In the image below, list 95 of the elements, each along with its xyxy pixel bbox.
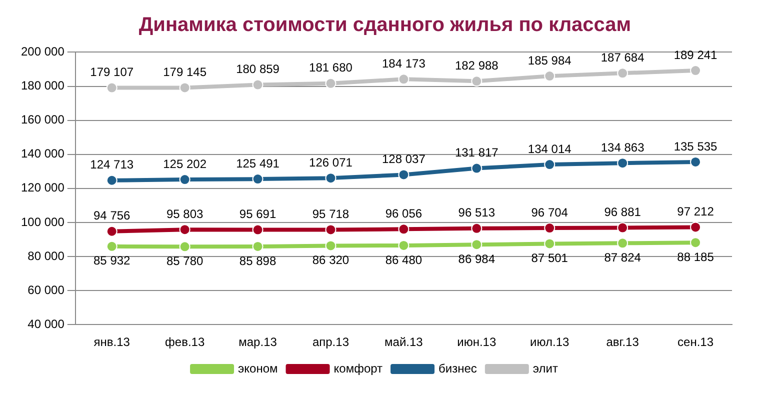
point xyxy=(252,174,264,185)
x-tick-label: сен.13 xyxy=(678,335,714,350)
point xyxy=(325,240,336,252)
point xyxy=(179,174,190,186)
y-tick-label: 180 000 xyxy=(20,78,65,93)
point xyxy=(325,224,336,236)
data-label: 96 704 xyxy=(531,205,568,220)
point xyxy=(544,70,556,82)
data-label: 185 984 xyxy=(528,53,572,68)
legend-label: элит xyxy=(532,361,558,376)
data-label: 187 684 xyxy=(600,50,645,64)
point xyxy=(690,222,702,233)
data-label: 96 881 xyxy=(604,205,642,220)
point xyxy=(179,224,190,236)
data-label: 124 713 xyxy=(90,158,134,172)
data-label: 179 107 xyxy=(90,65,134,80)
point xyxy=(544,238,556,250)
x-tick-label: июл.13 xyxy=(530,335,570,350)
y-tick-label: 40 000 xyxy=(28,316,65,331)
data-label: 134 014 xyxy=(528,142,572,156)
y-tick-label: 160 000 xyxy=(20,112,65,127)
data-label: 85 932 xyxy=(94,254,131,268)
data-label: 96 513 xyxy=(458,206,496,220)
point xyxy=(690,237,702,248)
x-tick-label: авг.13 xyxy=(606,335,640,350)
point xyxy=(179,82,190,94)
point xyxy=(690,65,702,76)
data-label: 131 817 xyxy=(454,146,499,160)
x-tick-label: май.13 xyxy=(384,335,424,350)
point xyxy=(106,240,118,252)
point xyxy=(471,76,482,87)
point xyxy=(544,222,556,234)
point xyxy=(398,224,410,235)
point xyxy=(106,174,118,186)
x-tick-label: янв.13 xyxy=(94,335,130,350)
legend-label: эконом xyxy=(238,361,278,376)
y-tick-label: 140 000 xyxy=(20,146,65,161)
data-label: 125 202 xyxy=(163,156,207,171)
x-tick-label: июн.13 xyxy=(457,335,496,350)
data-label: 95 718 xyxy=(312,207,350,222)
legend-label: комфорт xyxy=(334,361,384,376)
data-label: 97 212 xyxy=(677,204,714,219)
data-label: 94 756 xyxy=(94,208,131,223)
data-label: 85 780 xyxy=(166,254,204,268)
point xyxy=(617,222,628,234)
point xyxy=(398,74,410,85)
data-label: 180 859 xyxy=(236,62,280,76)
point xyxy=(325,78,336,89)
chart-title: Динамика стоимости сданного жилья по классам xyxy=(138,13,632,38)
data-label: 189 241 xyxy=(674,48,718,62)
data-label: 179 145 xyxy=(163,65,207,80)
data-label: 182 988 xyxy=(454,58,499,72)
point xyxy=(179,241,190,252)
point xyxy=(252,240,264,252)
point xyxy=(106,226,118,237)
y-tick-label: 60 000 xyxy=(28,282,65,297)
data-label: 95 691 xyxy=(239,207,276,222)
data-label: 86 480 xyxy=(385,252,422,267)
point xyxy=(398,169,410,180)
data-label: 87 501 xyxy=(531,251,568,266)
data-label: 184 173 xyxy=(382,56,426,70)
data-label: 85 898 xyxy=(239,254,276,268)
point xyxy=(617,158,628,169)
point xyxy=(617,238,628,249)
y-tick-label: 80 000 xyxy=(28,248,65,263)
data-label: 125 491 xyxy=(236,156,280,170)
data-label: 96 056 xyxy=(385,206,422,220)
data-label: 88 185 xyxy=(677,250,714,264)
point xyxy=(252,79,264,90)
point xyxy=(471,239,482,250)
data-label: 134 863 xyxy=(600,140,645,154)
x-tick-label: мар.13 xyxy=(238,335,278,350)
x-tick-label: фев.13 xyxy=(165,335,205,350)
point xyxy=(617,68,628,79)
data-label: 95 803 xyxy=(166,206,204,221)
data-label: 86 320 xyxy=(312,253,350,268)
data-label: 126 071 xyxy=(309,155,353,170)
point xyxy=(471,222,482,234)
point xyxy=(106,82,118,94)
data-label: 87 824 xyxy=(604,250,642,264)
x-tick-label: апр.13 xyxy=(312,335,350,350)
y-tick-label: 120 000 xyxy=(20,180,65,195)
point xyxy=(690,156,702,168)
point xyxy=(398,240,410,251)
data-label: 181 680 xyxy=(309,60,353,75)
data-label: 135 535 xyxy=(674,139,718,154)
point xyxy=(252,224,264,236)
legend-label: бизнес xyxy=(438,361,477,376)
point xyxy=(471,162,482,174)
data-label: 86 984 xyxy=(458,252,496,266)
point xyxy=(325,172,336,184)
y-tick-label: 200 000 xyxy=(20,44,65,59)
point xyxy=(544,159,556,170)
data-label: 128 037 xyxy=(382,152,426,166)
y-tick-label: 100 000 xyxy=(20,214,65,229)
